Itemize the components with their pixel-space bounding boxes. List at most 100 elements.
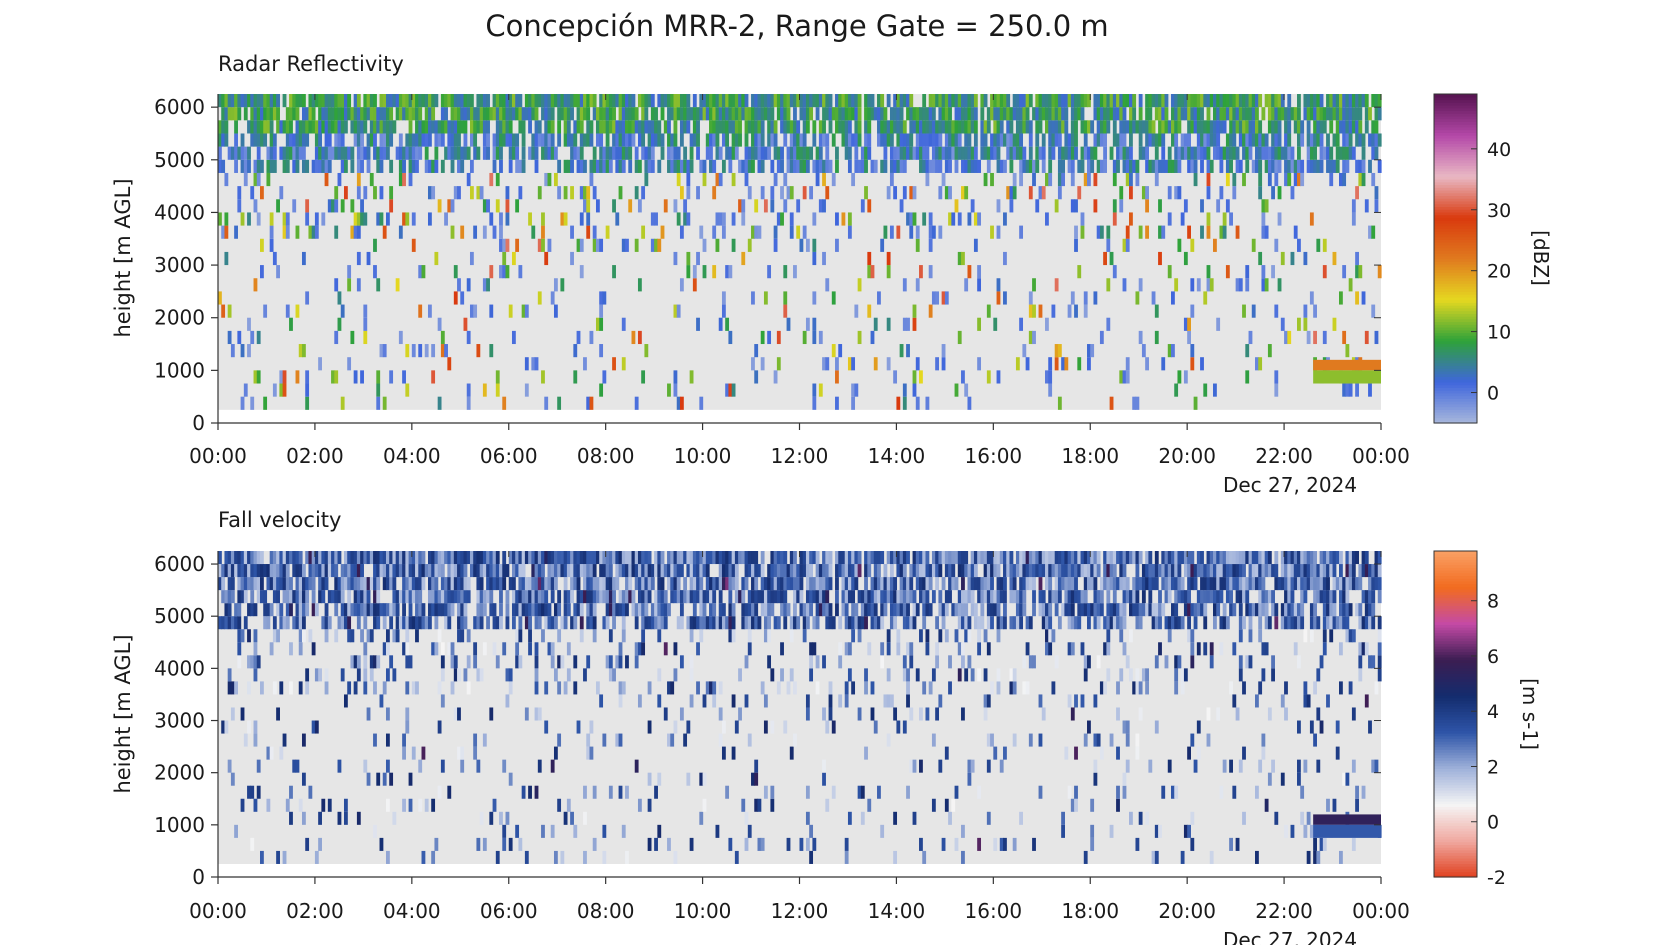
heatmap-cell [919,707,923,721]
colorbar-swatch [1434,398,1477,402]
heatmap-cell [305,159,310,173]
heatmap-cell [379,694,384,708]
heatmap-cell [889,225,894,239]
heatmap-cell [864,603,868,617]
heatmap-cell [227,107,232,121]
heatmap-cell [1025,159,1030,173]
heatmap-cell [1032,564,1036,578]
heatmap-cell [1135,159,1140,173]
heatmap-cell [935,146,940,160]
heatmap-cell [1225,564,1230,578]
heatmap-cell [608,107,613,121]
heatmap-cell [977,577,982,591]
heatmap-cell [931,225,936,239]
heatmap-cell [1093,172,1098,187]
heatmap-cell [557,186,562,200]
heatmap-cell [418,590,423,604]
heatmap-cell [460,107,465,121]
heatmap-cell [1203,120,1208,134]
heatmap-cell [689,133,694,147]
heatmap-cell [1277,278,1282,292]
heatmap-cell [783,199,788,213]
heatmap-cell [269,146,274,160]
heatmap-cell [402,107,406,121]
heatmap-cell [612,590,616,604]
heatmap-cell [647,837,652,851]
heatmap-cell [1025,94,1030,108]
heatmap-cell [1216,133,1221,147]
heatmap-cell [405,642,410,656]
heatmap-cell [679,396,684,410]
heatmap-cell [247,159,251,173]
heatmap-cell [421,94,426,108]
heatmap-cell [1248,577,1253,591]
heatmap-cell [738,159,742,173]
heatmap-cell [534,603,539,617]
heatmap-cell [676,107,681,121]
heatmap-cell [570,251,574,266]
heatmap-cell [1187,824,1191,838]
heatmap-cell [602,824,607,838]
heatmap-cell [1019,551,1024,565]
heatmap-cell [292,759,297,773]
heatmap-cell [1290,251,1295,266]
heatmap-cell [738,120,742,134]
heatmap-cell [660,107,665,121]
heatmap-cell [1099,120,1104,134]
heatmap-cell [647,590,652,604]
heatmap-cell [1061,146,1065,160]
heatmap-cell [799,146,804,160]
heatmap-cell [773,225,778,239]
heatmap-cell [621,629,626,643]
heatmap-cell [1200,225,1204,239]
heatmap-cell [702,94,707,108]
heatmap-cell [770,94,775,108]
heatmap-cell [867,590,872,604]
heatmap-cell [363,120,368,134]
heatmap-cell [751,772,755,786]
heatmap-cell [948,811,952,825]
heatmap-cell [983,120,988,134]
heatmap-cell [482,551,487,565]
heatmap-cell [1183,551,1188,565]
heatmap-cell [922,616,927,630]
heatmap-cell [612,668,616,682]
heatmap-cell [889,564,894,578]
heatmap-cell [369,107,374,121]
heatmap-cell [1345,94,1350,108]
heatmap-cell [686,172,691,187]
heatmap-cell [744,616,749,630]
heatmap-cell [395,278,400,292]
heatmap-cell [1364,330,1369,345]
heatmap-cell [877,107,881,121]
heatmap-cell [763,603,768,617]
heatmap-cell [282,850,287,864]
heatmap-cell [1200,159,1204,173]
heatmap-cell [967,146,972,160]
heatmap-cell [308,120,313,134]
heatmap-cell [1135,551,1140,565]
heatmap-cell [825,551,830,565]
heatmap-cell [586,107,591,121]
heatmap-cell [789,146,794,160]
heatmap-cell [440,759,445,773]
heatmap-cell [844,590,849,604]
heatmap-cell [689,564,694,578]
heatmap-cell [570,590,574,604]
heatmap-cell [912,551,917,565]
heatmap-cell [350,655,355,669]
heatmap-cell [347,94,352,108]
heatmap-cell [805,577,810,591]
heatmap-cell [1116,616,1120,630]
heatmap-cell [599,133,604,147]
heatmap-cell [896,159,901,173]
heatmap-cell [1177,655,1182,669]
heatmap-cell [886,642,891,656]
heatmap-cell [272,577,277,591]
heatmap-cell [1077,265,1082,279]
heatmap-cell [460,159,465,173]
heatmap-cell [754,551,759,565]
heatmap-cell [718,603,723,617]
heatmap-cell [301,107,306,121]
heatmap-cell [780,668,784,682]
